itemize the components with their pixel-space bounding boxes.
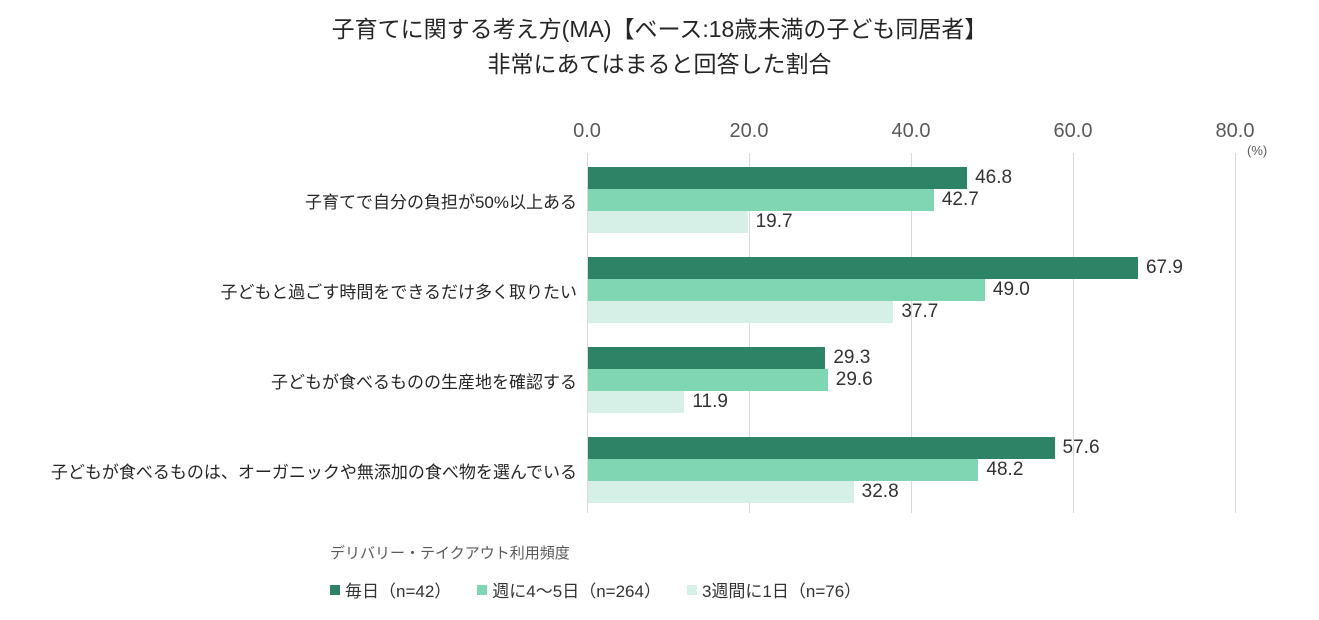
legend-item-4to5-per-week: 週に4～5日（n=264） [477,577,661,602]
bar-group: 46.8 42.7 19.7 [588,167,1248,233]
bar-4to5-per-week [588,189,934,211]
gridline [749,153,750,513]
bar-everyday [588,257,1138,279]
bar-4to5-per-week [588,279,985,301]
category-label: 子どもが食べるものの生産地を確認する [271,372,577,392]
legend-item-label: 週に4～5日（n=264） [492,582,661,601]
bar-row: 32.8 [588,481,1248,503]
legend-item-label: 毎日（n=42） [345,582,452,601]
plot-area: 46.8 42.7 19.7 67.9 49.0 37.7 [587,153,1248,513]
gridline [911,153,912,513]
bar-everyday [588,347,826,369]
legend-swatch-icon [477,584,488,595]
category-label: 子育てで自分の負担が50%以上ある [304,192,577,212]
bar-value-label: 37.7 [901,301,939,322]
bar-once-per-3weeks [588,211,748,233]
bar-4to5-per-week [588,459,979,481]
gridline [587,153,588,513]
bar-row: 11.9 [588,391,1248,413]
bar-row: 67.9 [588,257,1248,279]
bar-row: 42.7 [588,189,1248,211]
bar-value-label: 42.7 [941,189,979,210]
x-axis-tick-label: 40.0 [891,120,931,142]
bar-row: 19.7 [588,211,1248,233]
bar-row: 46.8 [588,167,1248,189]
gridline [1073,153,1074,513]
bar-once-per-3weeks [588,481,854,503]
x-axis-unit-label: (%) [1247,143,1268,158]
bar-value-label: 19.7 [755,211,793,232]
legend-item-label: 3週間に1日（n=76） [701,582,862,601]
bar-value-label: 29.6 [835,369,873,390]
bar-group: 67.9 49.0 37.7 [588,257,1248,323]
bar-value-label: 11.9 [692,391,728,412]
bar-value-label: 46.8 [975,167,1013,188]
x-axis-tick-label: 60.0 [1053,120,1093,142]
legend-item-everyday: 毎日（n=42） [330,577,451,602]
legend-item-once-per-3weeks: 3週間に1日（n=76） [686,577,862,602]
bar-value-label: 49.0 [992,279,1030,300]
bar-value-label: 57.6 [1062,437,1100,458]
x-axis-tick-label: 80.0 [1215,120,1255,142]
bar-group: 57.6 48.2 32.8 [588,437,1248,503]
bar-group: 29.3 29.6 11.9 [588,347,1248,413]
chart-title: 子育てに関する考え方(MA)【ベース:18歳未満の子ども同居者】 非常にあてはま… [0,12,1319,82]
bar-row: 29.6 [588,369,1248,391]
legend-swatch-icon [330,584,340,595]
x-axis-tick-label: 0.0 [573,120,601,142]
bar-value-label: 67.9 [1145,257,1183,278]
x-axis-tick-label: 20.0 [729,120,769,142]
chart-title-line1: 子育てに関する考え方(MA)【ベース:18歳未満の子ども同居者】 [331,16,988,42]
bar-row: 29.3 [588,347,1248,369]
legend-items: 毎日（n=42） 週に4～5日（n=264） 3週間に1日（n=76） [330,577,861,602]
bar-once-per-3weeks [588,391,685,413]
chart-title-line2: 非常にあてはまると回答した割合 [487,51,832,77]
bar-value-label: 48.2 [986,459,1024,480]
bar-everyday [588,167,968,189]
legend-title: デリバリー・テイクアウト利用頻度 [330,545,570,562]
bar-row: 48.2 [588,459,1248,481]
category-label: 子どもと過ごす時間をできるだけ多く取りたい [220,282,578,302]
bar-value-label: 29.3 [833,347,871,368]
category-label: 子どもが食べるものは、オーガニックや無添加の食べ物を選んでいる [50,462,577,482]
bar-once-per-3weeks [588,301,894,323]
bar-row: 49.0 [588,279,1248,301]
bar-row: 37.7 [588,301,1248,323]
legend-swatch-icon [686,584,697,595]
bar-everyday [588,437,1055,459]
bar-value-label: 32.8 [861,481,899,502]
bar-4to5-per-week [588,369,828,391]
gridline [1235,153,1236,513]
bar-row: 57.6 [588,437,1248,459]
legend: デリバリー・テイクアウト利用頻度 毎日（n=42） 週に4～5日（n=264） … [330,542,861,602]
